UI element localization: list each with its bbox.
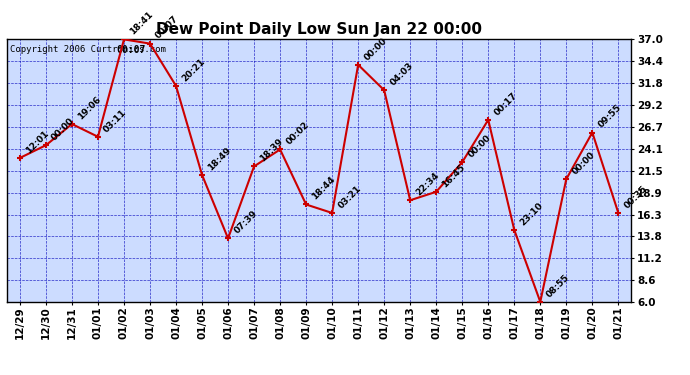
Title: Dew Point Daily Low Sun Jan 22 00:00: Dew Point Daily Low Sun Jan 22 00:00 xyxy=(156,22,482,37)
Text: 23:10: 23:10 xyxy=(518,201,545,227)
Text: Copyright 2006 Curtronics.com: Copyright 2006 Curtronics.com xyxy=(10,45,166,54)
Text: 00:00: 00:00 xyxy=(571,150,597,176)
Text: 09:55: 09:55 xyxy=(596,103,623,130)
Text: 00:02: 00:02 xyxy=(284,120,310,147)
Text: 00:07: 00:07 xyxy=(116,45,146,55)
Text: 08:55: 08:55 xyxy=(544,273,571,299)
Text: 07:39: 07:39 xyxy=(233,209,259,236)
Text: 00:35: 00:35 xyxy=(622,184,649,210)
Text: 22:34: 22:34 xyxy=(415,171,441,198)
Text: 18:49: 18:49 xyxy=(206,145,233,172)
Text: 03:11: 03:11 xyxy=(102,108,128,134)
Text: 20:21: 20:21 xyxy=(180,57,207,83)
Text: 12:01: 12:01 xyxy=(24,129,50,155)
Text: 00:07: 00:07 xyxy=(154,14,181,41)
Text: 18:41: 18:41 xyxy=(128,10,155,37)
Text: 19:06: 19:06 xyxy=(76,94,103,121)
Text: 00:00: 00:00 xyxy=(466,133,493,159)
Text: 00:17: 00:17 xyxy=(493,90,519,117)
Text: 18:44: 18:44 xyxy=(310,175,337,202)
Text: 00:00: 00:00 xyxy=(362,36,388,62)
Text: 04:03: 04:03 xyxy=(388,61,415,87)
Text: 16:45: 16:45 xyxy=(440,162,467,189)
Text: 18:39: 18:39 xyxy=(258,137,285,164)
Text: 03:21: 03:21 xyxy=(336,184,363,210)
Text: 00:00: 00:00 xyxy=(50,116,77,142)
